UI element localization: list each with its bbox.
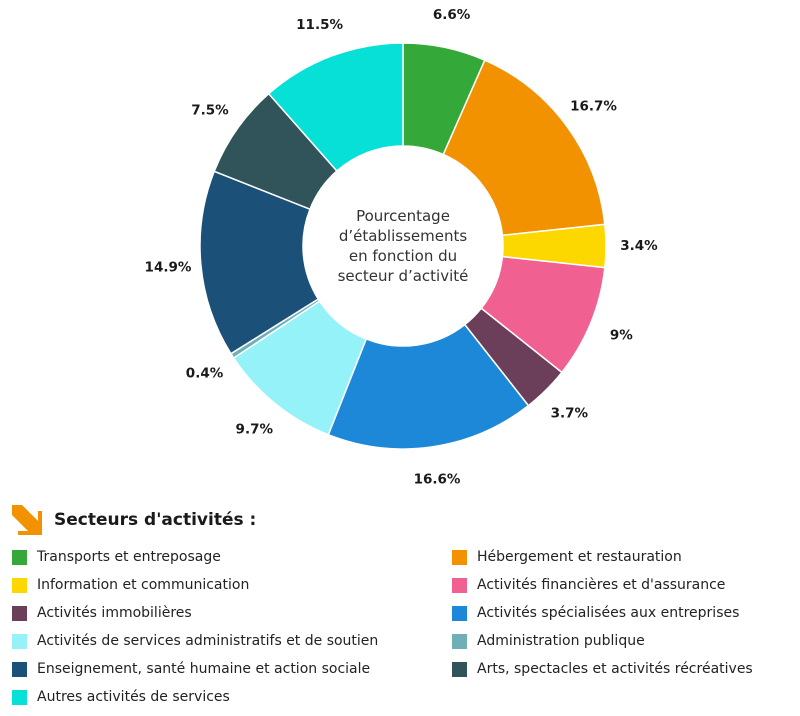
- legend-item: Enseignement, santé humaine et action so…: [12, 657, 370, 681]
- legend-swatch: [12, 605, 27, 621]
- legend-swatch: [452, 577, 467, 593]
- slice-value-label: 11.5%: [296, 17, 343, 33]
- legend-label: Hébergement et restauration: [477, 549, 682, 565]
- legend-label: Activités financières et d'assurance: [477, 577, 726, 593]
- arrow-down-right-icon: [12, 505, 42, 535]
- legend-label: Activités spécialisées aux entreprises: [477, 605, 740, 621]
- legend-swatch: [12, 661, 27, 677]
- slice-value-label: 9.7%: [236, 421, 274, 437]
- legend-item: Information et communication: [12, 573, 249, 597]
- slice-value-label: 7.5%: [191, 102, 229, 118]
- center-title-line: secteur d’activité: [338, 267, 469, 285]
- legend-swatch: [452, 549, 467, 565]
- center-title-line: Pourcentage: [356, 207, 450, 225]
- legend-item: Transports et entreposage: [12, 545, 221, 569]
- slice-value-label: 3.7%: [551, 405, 589, 421]
- legend-label: Transports et entreposage: [37, 549, 221, 565]
- legend-item: Activités immobilières: [12, 601, 192, 625]
- legend-label: Activités de services administratifs et …: [37, 633, 379, 649]
- legend-swatch: [12, 689, 27, 705]
- legend-label: Autres activités de services: [37, 689, 230, 705]
- slice-value-label: 6.6%: [433, 7, 471, 23]
- legend-swatch: [12, 577, 27, 593]
- legend-header: Secteurs d'activités :: [10, 500, 256, 540]
- legend-swatch: [12, 549, 27, 565]
- center-title-line: en fonction du: [349, 247, 457, 265]
- donut-chart-svg: 6.6% 16.7% 3.4% 9% 3.7% 16.6% 9.7% 0.4% 14.9% 7.5…: [145, 7, 659, 488]
- legend-label: Arts, spectacles et activités récréative…: [477, 661, 753, 677]
- legend-label: Activités immobilières: [37, 605, 192, 621]
- legend-title: Secteurs d'activités :: [54, 510, 257, 530]
- legend-item: Autres activités de services: [12, 685, 230, 709]
- legend-item: Activités de services administratifs et …: [12, 629, 378, 653]
- slice-value-label: 16.6%: [414, 472, 461, 488]
- donut-slice: [442, 59, 606, 237]
- legend-label: Administration publique: [477, 633, 645, 649]
- legend-swatch: [452, 661, 467, 677]
- slice-value-label: 0.4%: [186, 366, 224, 382]
- donut-chart: 6.6% 16.7% 3.4% 9% 3.7% 16.6% 9.7% 0.4% 14.9% 7.5…: [145, 7, 659, 488]
- donut-slice: [267, 42, 404, 173]
- legend-label: Information et communication: [37, 577, 250, 593]
- legend-swatch: [452, 605, 467, 621]
- slice-value-label: 16.7%: [570, 99, 617, 115]
- donut-slice: [327, 323, 530, 450]
- slice-value-label: 3.4%: [620, 238, 658, 254]
- legend-label: Enseignement, santé humaine et action so…: [37, 661, 371, 677]
- slice-value-label: 14.9%: [145, 259, 192, 275]
- donut-slice: [199, 170, 320, 355]
- legend-item: Activités financières et d'assurance: [452, 573, 725, 597]
- legend-item: Arts, spectacles et activités récréative…: [452, 657, 753, 681]
- legend-item: Hébergement et restauration: [452, 545, 682, 569]
- legend: Transports et entreposage Hébergement et …: [12, 545, 800, 713]
- center-title-line: d’établissements: [339, 227, 468, 245]
- legend-item: Activités spécialisées aux entreprises: [452, 601, 739, 625]
- legend-swatch: [452, 633, 467, 649]
- slice-value-label: 9%: [610, 328, 633, 344]
- legend-item: Administration publique: [452, 629, 645, 653]
- legend-swatch: [12, 633, 27, 649]
